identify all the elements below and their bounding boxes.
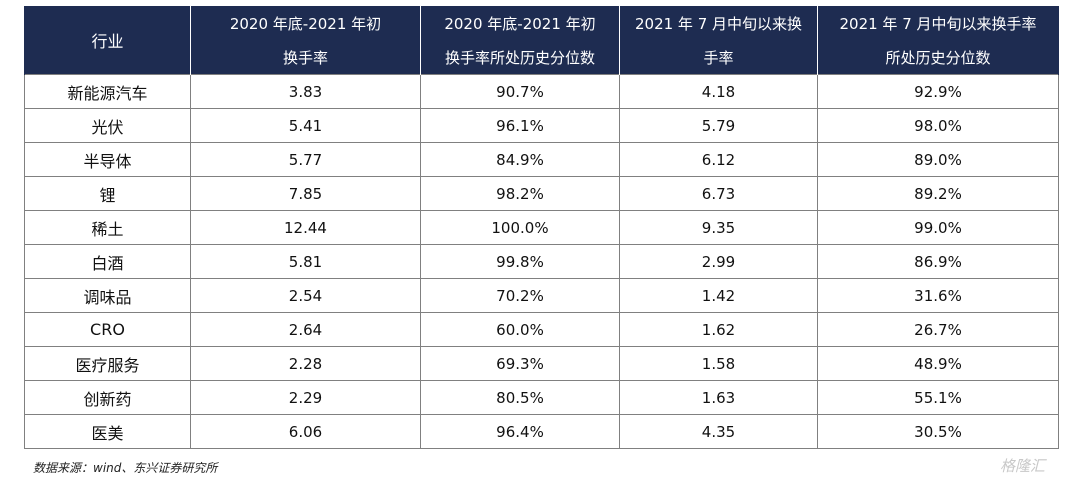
watermark-logo: 格隆汇 [1000,457,1046,475]
source-note: 数据来源：wind、东兴证券研究所 [33,461,218,475]
cell-turnover-july: 1.62 [619,312,818,347]
cell-turnover-early: 2.29 [190,380,421,415]
header-turnover-early-line1: 2020 年底-2021 年初 [190,6,421,40]
cell-turnover-july: 5.79 [619,108,818,143]
cell-pct-early: 99.8% [420,244,620,279]
cell-turnover-early: 2.64 [190,312,421,347]
cell-industry: 稀土 [24,210,191,245]
cell-turnover-early: 6.06 [190,414,421,449]
cell-turnover-early: 3.83 [190,74,421,109]
header-pct-early-line2: 换手率所处历史分位数 [420,40,620,75]
cell-turnover-july: 2.99 [619,244,818,279]
cell-pct-july: 86.9% [817,244,1059,279]
cell-pct-july: 98.0% [817,108,1059,143]
cell-turnover-early: 12.44 [190,210,421,245]
header-industry: 行业 [24,6,191,75]
cell-pct-early: 90.7% [420,74,620,109]
cell-industry: CRO [24,312,191,347]
header-pct-july-line1: 2021 年 7 月中旬以来换手率 [817,6,1059,40]
cell-industry: 创新药 [24,380,191,415]
cell-industry: 新能源汽车 [24,74,191,109]
cell-turnover-early: 5.41 [190,108,421,143]
header-pct-july-line2: 所处历史分位数 [817,40,1059,75]
cell-industry: 锂 [24,176,191,211]
cell-industry: 光伏 [24,108,191,143]
header-row-2: 换手率 换手率所处历史分位数 手率 所处历史分位数 [25,40,1059,75]
cell-pct-july: 26.7% [817,312,1059,347]
cell-pct-july: 89.2% [817,176,1059,211]
cell-pct-early: 69.3% [420,346,620,381]
header-pct-early-line1: 2020 年底-2021 年初 [420,6,620,40]
cell-turnover-early: 2.28 [190,346,421,381]
cell-pct-early: 98.2% [420,176,620,211]
cell-pct-july: 92.9% [817,74,1059,109]
cell-turnover-july: 1.58 [619,346,818,381]
cell-pct-early: 80.5% [420,380,620,415]
header-turnover-july-line1: 2021 年 7 月中旬以来换 [619,6,818,40]
cell-pct-july: 99.0% [817,210,1059,245]
cell-pct-early: 96.4% [420,414,620,449]
cell-pct-july: 48.9% [817,346,1059,381]
header-row-1: 行业 2020 年底-2021 年初 2020 年底-2021 年初 2021 … [24,6,1059,75]
table-row: CRO 2.64 60.0% 1.62 26.7% [24,312,1059,347]
cell-turnover-july: 9.35 [619,210,818,245]
cell-industry: 白酒 [24,244,191,279]
cell-pct-july: 30.5% [817,414,1059,449]
table-row: 锂 7.85 98.2% 6.73 89.2% [24,176,1059,211]
cell-turnover-july: 4.18 [619,74,818,109]
cell-pct-early: 100.0% [420,210,620,245]
cell-pct-early: 70.2% [420,278,620,313]
cell-turnover-early: 5.77 [190,142,421,177]
table-row: 创新药 2.29 80.5% 1.63 55.1% [24,380,1059,415]
cell-turnover-july: 4.35 [619,414,818,449]
cell-turnover-july: 1.42 [619,278,818,313]
cell-industry: 医美 [24,414,191,449]
table-row: 白酒 5.81 99.8% 2.99 86.9% [24,244,1059,279]
table-body: 新能源汽车 3.83 90.7% 4.18 92.9% 光伏 5.41 96.1… [24,74,1059,449]
cell-turnover-july: 6.73 [619,176,818,211]
cell-pct-july: 89.0% [817,142,1059,177]
cell-turnover-july: 1.63 [619,380,818,415]
table-row: 医疗服务 2.28 69.3% 1.58 48.9% [24,346,1059,381]
cell-pct-july: 55.1% [817,380,1059,415]
table-row: 新能源汽车 3.83 90.7% 4.18 92.9% [24,74,1059,109]
cell-pct-early: 96.1% [420,108,620,143]
cell-pct-early: 60.0% [420,312,620,347]
table-row: 半导体 5.77 84.9% 6.12 89.0% [24,142,1059,177]
header-turnover-july-line2: 手率 [619,40,818,75]
cell-industry: 调味品 [24,278,191,313]
table-row: 调味品 2.54 70.2% 1.42 31.6% [24,278,1059,313]
cell-turnover-july: 6.12 [619,142,818,177]
cell-turnover-early: 5.81 [190,244,421,279]
cell-industry: 半导体 [24,142,191,177]
cell-pct-july: 31.6% [817,278,1059,313]
table-row: 稀土 12.44 100.0% 9.35 99.0% [24,210,1059,245]
table-row: 医美 6.06 96.4% 4.35 30.5% [24,414,1059,449]
turnover-table: 行业 2020 年底-2021 年初 2020 年底-2021 年初 2021 … [24,6,1059,449]
header-turnover-early-line2: 换手率 [190,40,421,75]
cell-industry: 医疗服务 [24,346,191,381]
cell-turnover-early: 7.85 [190,176,421,211]
table-row: 光伏 5.41 96.1% 5.79 98.0% [24,108,1059,143]
cell-turnover-early: 2.54 [190,278,421,313]
cell-pct-early: 84.9% [420,142,620,177]
